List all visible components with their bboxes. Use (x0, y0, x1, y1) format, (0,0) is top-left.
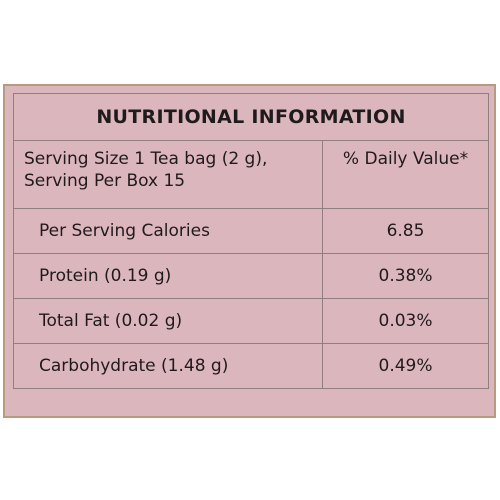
row-label: Per Serving Calories (13, 208, 323, 254)
table-title: NUTRITIONAL INFORMATION (12, 93, 490, 141)
row-value: 6.85 (321, 208, 490, 254)
row-value: 0.38% (321, 253, 490, 299)
serving-size-text: Serving Size 1 Tea bag (2 g), (24, 149, 268, 169)
row-label: Carbohydrate (1.48 g) (13, 343, 323, 389)
row-value: 0.49% (321, 343, 490, 389)
title-row: NUTRITIONAL INFORMATION (12, 93, 490, 141)
serving-row: Serving Size 1 Tea bag (2 g), Serving Pe… (13, 140, 490, 209)
row-value: 0.03% (321, 298, 490, 344)
servings-per-box-text: Serving Per Box 15 (24, 171, 186, 191)
row-label: Protein (0.19 g) (13, 253, 323, 299)
serving-info: Serving Size 1 Tea bag (2 g), Serving Pe… (13, 140, 323, 209)
nutrition-panel: NUTRITIONAL INFORMATION Serving Size 1 T… (3, 84, 496, 418)
table-row: Total Fat (0.02 g) 0.03% (13, 298, 490, 344)
daily-value-header: % Daily Value* (321, 140, 490, 209)
row-label: Total Fat (0.02 g) (13, 298, 323, 344)
table-row: Carbohydrate (1.48 g) 0.49% (13, 343, 490, 389)
table-row: Per Serving Calories 6.85 (13, 208, 490, 254)
nutrition-table: NUTRITIONAL INFORMATION Serving Size 1 T… (12, 93, 490, 389)
table-row: Protein (0.19 g) 0.38% (13, 253, 490, 299)
